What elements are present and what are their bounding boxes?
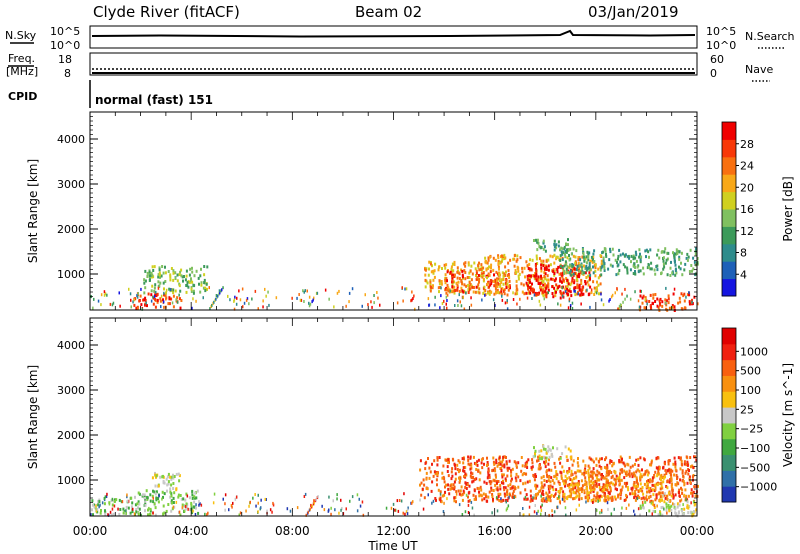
colorbar-tick-label: −100 (740, 442, 770, 455)
y-tick-label: 4000 (57, 339, 85, 352)
colorbar-tick-label: −25 (740, 423, 763, 436)
nsky-tick-top-left: 10^5 (50, 25, 80, 38)
freq-tick-bottom-left: 8 (64, 67, 71, 80)
power-echo-region (444, 269, 511, 295)
y-tick-label: 2000 (57, 223, 85, 236)
nsky-tick-bottom-left: 10^0 (50, 39, 80, 52)
station-title: Clyde River (fitACF) (93, 3, 240, 21)
colorbar-tick-label: 100 (740, 384, 761, 397)
y-tick-label: 3000 (57, 384, 85, 397)
power-frame (89, 111, 698, 311)
colorbar-tick-label: 24 (740, 160, 754, 173)
colorbar-tick-label: −500 (740, 461, 770, 474)
nave-label: Nave (745, 63, 773, 76)
colorbar-swatch (722, 174, 736, 193)
colorbar-swatch (722, 486, 736, 503)
velocity-echo-region (91, 498, 130, 517)
colorbar-swatch (722, 422, 736, 440)
cpid-label: CPID (8, 90, 37, 103)
colorbar-tick-label: 28 (740, 138, 754, 151)
colorbar-tick-label: 4 (740, 268, 747, 281)
velocity-echo-region (151, 471, 181, 492)
x-tick-label: 20:00 (579, 524, 614, 538)
power-echo-region (533, 238, 569, 255)
power-echo-region (143, 265, 209, 295)
nave-tick-bottom-right: 0 (710, 67, 717, 80)
nsky-tick-top-right: 10^5 (706, 25, 736, 38)
colorbar-swatch (722, 375, 736, 392)
freq-tick-top-left: 18 (58, 53, 72, 66)
x-axis-label: Time UT (367, 539, 418, 553)
beam-title: Beam 02 (355, 3, 422, 21)
colorbar-swatch (722, 261, 736, 280)
nsky-label: N.Sky (5, 29, 37, 42)
freq-label: Freq. (8, 52, 35, 65)
nsky-strip-frame (89, 25, 698, 49)
colorbar-tick-label: 25 (740, 403, 754, 416)
colorbar-swatch (722, 226, 736, 245)
colorbar-tick-label: 500 (740, 365, 761, 378)
colorbar-swatch (722, 278, 736, 297)
colorbar-swatch (722, 343, 736, 361)
power-echo-region (525, 262, 592, 300)
cpid-program: normal (fast) 151 (95, 93, 213, 107)
x-tick-label: 12:00 (376, 524, 411, 538)
velocity-y-axis-label: Slant Range [km] (26, 365, 40, 469)
x-tick-label: 00:00 (680, 524, 715, 538)
velocity-sparse-echoes (90, 492, 697, 517)
power-sparse-echoes (90, 286, 693, 311)
colorbar-tick-label: −1000 (740, 481, 777, 494)
x-tick-label: 16:00 (477, 524, 512, 538)
velocity-echo-region (639, 500, 696, 518)
colorbar-swatch (722, 407, 736, 424)
colorbar-swatch (722, 243, 736, 262)
date-title: 03/Jan/2019 (588, 3, 679, 21)
freq-strip-frame (89, 52, 698, 76)
nave-tick-top-right: 60 (710, 53, 724, 66)
power-echo-region (639, 292, 699, 312)
y-tick-label: 1000 (57, 268, 85, 281)
colorbar-tick-label: 20 (740, 181, 754, 194)
nsky-tick-bottom-right: 10^0 (706, 39, 736, 52)
freq-unit-label: [MHz] (6, 65, 38, 78)
velocity-echo-region (532, 444, 572, 461)
x-tick-label: 08:00 (275, 524, 310, 538)
colorbar-swatch (722, 122, 736, 140)
power-y-axis-label: Slant Range [km] (26, 159, 40, 263)
power-colorbar-label: Power [dB] (781, 176, 795, 241)
nsky-trace (91, 29, 696, 38)
colorbar-swatch (722, 470, 736, 487)
y-tick-label: 4000 (57, 133, 85, 146)
velocity-colorbar: 1000 500 100 25 −25 −100 −500 −1000 Velocity [m … (721, 327, 795, 503)
power-colorbar: 28 24 20 16 12 8 4 Power [dB] (721, 121, 795, 297)
colorbar-swatch (722, 454, 736, 471)
velocity-echo-region (545, 468, 674, 504)
colorbar-tick-label: 8 (740, 247, 747, 260)
power-panel: 4000 3000 2000 1000 Slant Range [km] 28 24 20 16… (26, 111, 795, 312)
x-tick-label: 04:00 (174, 524, 209, 538)
colorbar-swatch (722, 391, 736, 408)
time-axis: 00:00 04:00 08:00 12:00 16:00 20:00 00:00 Time … (73, 524, 715, 553)
colorbar-swatch (722, 359, 736, 376)
x-tick-label: 00:00 (73, 524, 108, 538)
velocity-colorbar-label: Velocity [m s^-1] (781, 363, 795, 467)
y-tick-label: 2000 (57, 429, 85, 442)
colorbar-swatch (722, 209, 736, 227)
colorbar-tick-label: 1000 (740, 345, 768, 358)
velocity-echo-region (129, 489, 200, 517)
colorbar-swatch (722, 328, 736, 345)
nsearch-label: N.Search (745, 30, 795, 43)
y-tick-label: 1000 (57, 474, 85, 487)
y-tick-label: 3000 (57, 178, 85, 191)
colorbar-swatch (722, 156, 736, 175)
colorbar-tick-label: 16 (740, 203, 754, 216)
colorbar-tick-label: 12 (740, 225, 754, 238)
colorbar-swatch (722, 191, 736, 210)
colorbar-swatch (722, 438, 736, 456)
colorbar-swatch (722, 139, 736, 158)
